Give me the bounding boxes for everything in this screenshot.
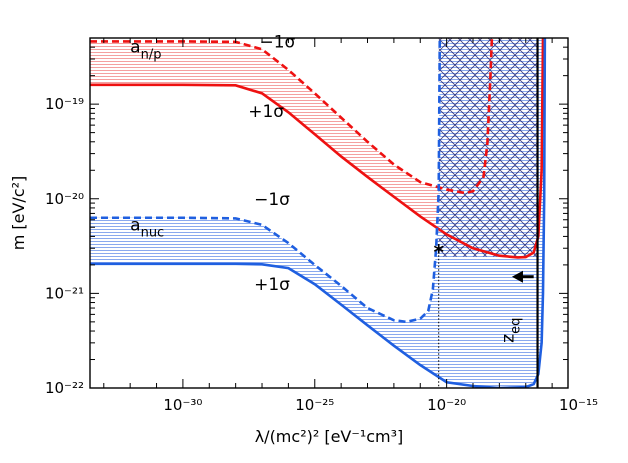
series-anp-minus (90, 38, 494, 195)
arrow-head (511, 270, 523, 283)
y-tick-label: 10⁻²¹ (45, 284, 84, 302)
series-anuc-plus (90, 38, 547, 388)
anp-band (90, 38, 543, 258)
star-marker: * (433, 240, 444, 264)
y-axis-title: m [eV/c²] (9, 176, 28, 251)
x-tick-label: 10⁻²⁰ (427, 396, 466, 414)
y-tick-label: 10⁻¹⁹ (45, 95, 84, 113)
x-tick-label: 10⁻³⁰ (163, 396, 202, 414)
label-anuc-minus: −1σ (254, 190, 290, 210)
y-tick-label: 10⁻²⁰ (45, 190, 84, 208)
series-anp-plus (90, 38, 545, 259)
label-zeq: zeq (498, 318, 523, 343)
x-tick-label: 10⁻²⁵ (295, 396, 334, 414)
y-tick-label: 10⁻²² (45, 379, 84, 397)
x-axis-title: λ/(mc²)² [eV⁻¹cm³] (255, 427, 404, 446)
label-anp-plus: +1σ (248, 102, 284, 122)
label-anuc-plus: +1σ (254, 275, 290, 295)
label-anp-minus: −1σ (259, 32, 295, 52)
label-anp: an/p (130, 38, 161, 63)
series-anuc-minus (90, 38, 442, 324)
hatched-region (438, 38, 538, 257)
x-tick-label: 10⁻¹⁵ (559, 396, 598, 414)
label-anuc: anuc (130, 216, 164, 241)
